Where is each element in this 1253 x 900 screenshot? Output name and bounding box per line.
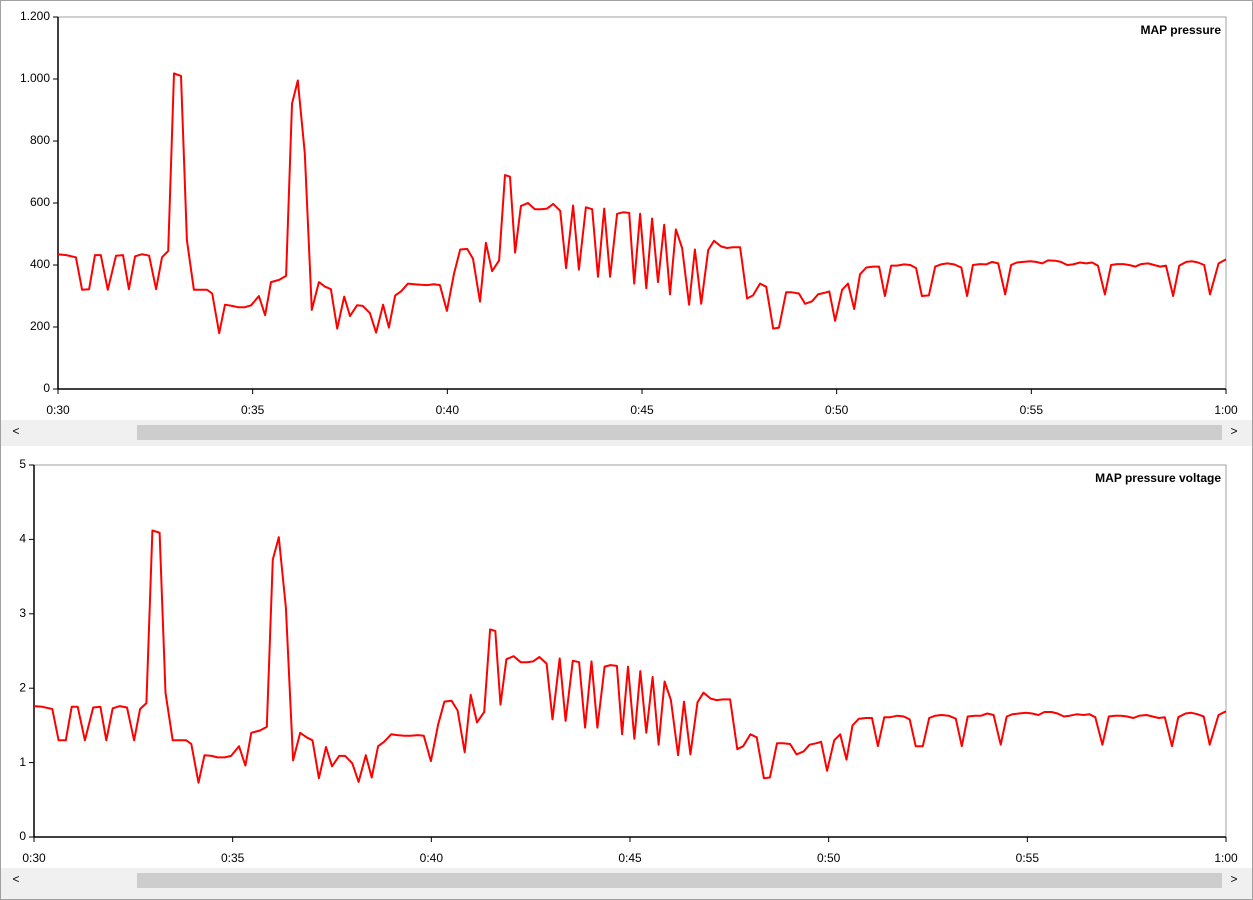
x-tick-label: 0:40 — [420, 851, 444, 865]
x-tick-label: 0:40 — [436, 403, 460, 417]
data-line — [33, 529, 1227, 784]
y-tick-label: 1.000 — [20, 71, 50, 85]
x-tick-label: 0:35 — [241, 403, 265, 417]
chart-title: MAP pressure — [1141, 23, 1222, 37]
y-tick-label: 0 — [43, 381, 50, 395]
x-tick-label: 0:50 — [817, 851, 841, 865]
chart-title: MAP pressure voltage — [1095, 471, 1221, 485]
x-tick-label: 0:55 — [1020, 403, 1044, 417]
x-tick-label: 0:30 — [22, 851, 46, 865]
data-line — [57, 72, 1227, 335]
x-tick-label: 1:00 — [1214, 851, 1238, 865]
x-tick-label: 1:00 — [1214, 403, 1238, 417]
x-tick-label: 0:30 — [46, 403, 70, 417]
y-tick-label: 2 — [19, 680, 26, 694]
plot-frame — [33, 464, 1227, 838]
y-tick-label: 800 — [30, 133, 50, 147]
x-tick-label: 0:55 — [1016, 851, 1040, 865]
plot-frame — [57, 16, 1227, 390]
y-tick-label: 1 — [19, 755, 26, 769]
x-tick-label: 0:35 — [221, 851, 245, 865]
y-tick-label: 600 — [30, 195, 50, 209]
scroll-thumb[interactable] — [137, 873, 1222, 888]
x-tick-label: 0:50 — [825, 403, 849, 417]
y-tick-label: 3 — [19, 606, 26, 620]
y-tick-label: 1.200 — [20, 9, 50, 23]
scroll-thumb[interactable] — [137, 425, 1222, 440]
y-tick-label: 200 — [30, 319, 50, 333]
y-tick-label: 0 — [19, 829, 26, 843]
y-tick-label: 400 — [30, 257, 50, 271]
scroll-left[interactable]: < — [12, 424, 19, 438]
scroll-right[interactable]: > — [1230, 424, 1237, 438]
y-tick-label: 4 — [19, 532, 26, 546]
y-tick-label: 5 — [19, 457, 26, 471]
x-tick-label: 0:45 — [630, 403, 654, 417]
scroll-right[interactable]: > — [1230, 872, 1237, 886]
scroll-left[interactable]: < — [12, 872, 19, 886]
x-tick-label: 0:45 — [618, 851, 642, 865]
